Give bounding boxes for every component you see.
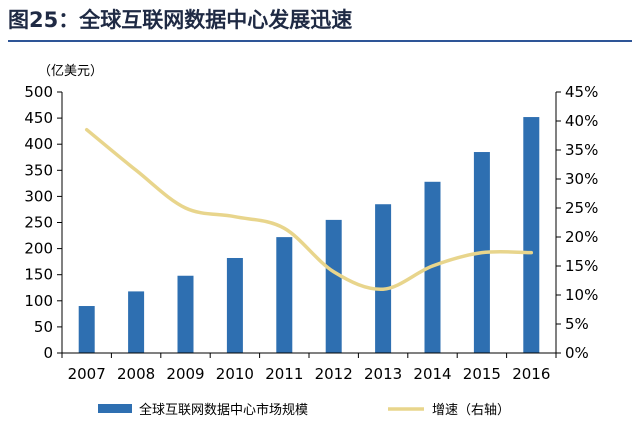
left-tick-label: 300	[24, 187, 53, 205]
x-tick-label: 2010	[216, 365, 254, 383]
right-tick-label: 35%	[565, 141, 598, 159]
x-tick-label: 2016	[512, 365, 550, 383]
left-tick-label: 350	[24, 161, 53, 179]
left-tick-label: 250	[24, 214, 53, 232]
right-tick-label: 45%	[565, 83, 598, 101]
title-divider	[8, 40, 632, 42]
right-tick-label: 15%	[565, 257, 598, 275]
line-series	[84, 127, 534, 291]
left-tick-label: 500	[24, 83, 53, 101]
left-tick-label: 450	[24, 109, 53, 127]
right-tick-label: 40%	[565, 112, 598, 130]
right-tick-label: 10%	[565, 286, 598, 304]
growth-line	[84, 127, 534, 291]
x-tick-label: 2012	[315, 365, 353, 383]
x-tick-label: 2007	[68, 365, 106, 383]
right-tick-label: 30%	[565, 170, 598, 188]
x-tick-label: 2008	[117, 365, 155, 383]
bar-series	[78, 117, 540, 353]
bar-2016	[523, 117, 540, 353]
x-tick-label: 2011	[265, 365, 303, 383]
bar-2008	[128, 291, 145, 353]
x-tick-label: 2009	[166, 365, 204, 383]
left-tick-label: 400	[24, 135, 53, 153]
right-tick-label: 0%	[565, 344, 589, 362]
bar-2009	[177, 275, 194, 353]
x-tick-label: 2013	[364, 365, 402, 383]
bar-2007	[78, 306, 95, 353]
x-tick-label: 2014	[413, 365, 451, 383]
figure-title: 图25：全球互联网数据中心发展迅速	[8, 8, 353, 32]
legend-bar-label: 全球互联网数据中心市场规模	[139, 402, 308, 418]
bar-2013	[375, 204, 392, 353]
left-tick-label: 100	[24, 292, 53, 310]
left-tick-label: 50	[34, 318, 53, 336]
left-tick-label: 0	[43, 344, 53, 362]
left-tick-label: 200	[24, 240, 53, 258]
axis-labels: 0 50 100 150 200 250 300 350 400 450 500 0% 5% 10% 15%…	[24, 64, 598, 383]
x-tick-label: 2015	[463, 365, 501, 383]
bar-2010	[226, 257, 243, 353]
legend-line-label: 增速（右轴）	[432, 403, 510, 418]
legend: 全球互联网数据中心市场规模 增速（右轴）	[98, 402, 510, 418]
axes	[57, 91, 561, 358]
legend-bar-swatch	[98, 404, 132, 413]
left-tick-label: 150	[24, 266, 53, 284]
bar-2012	[325, 219, 342, 353]
right-tick-label: 20%	[565, 228, 598, 246]
right-tick-label: 25%	[565, 199, 598, 217]
bar-2011	[276, 237, 293, 353]
right-tick-label: 5%	[565, 315, 589, 333]
y-unit-label: （亿美元）	[38, 64, 103, 79]
